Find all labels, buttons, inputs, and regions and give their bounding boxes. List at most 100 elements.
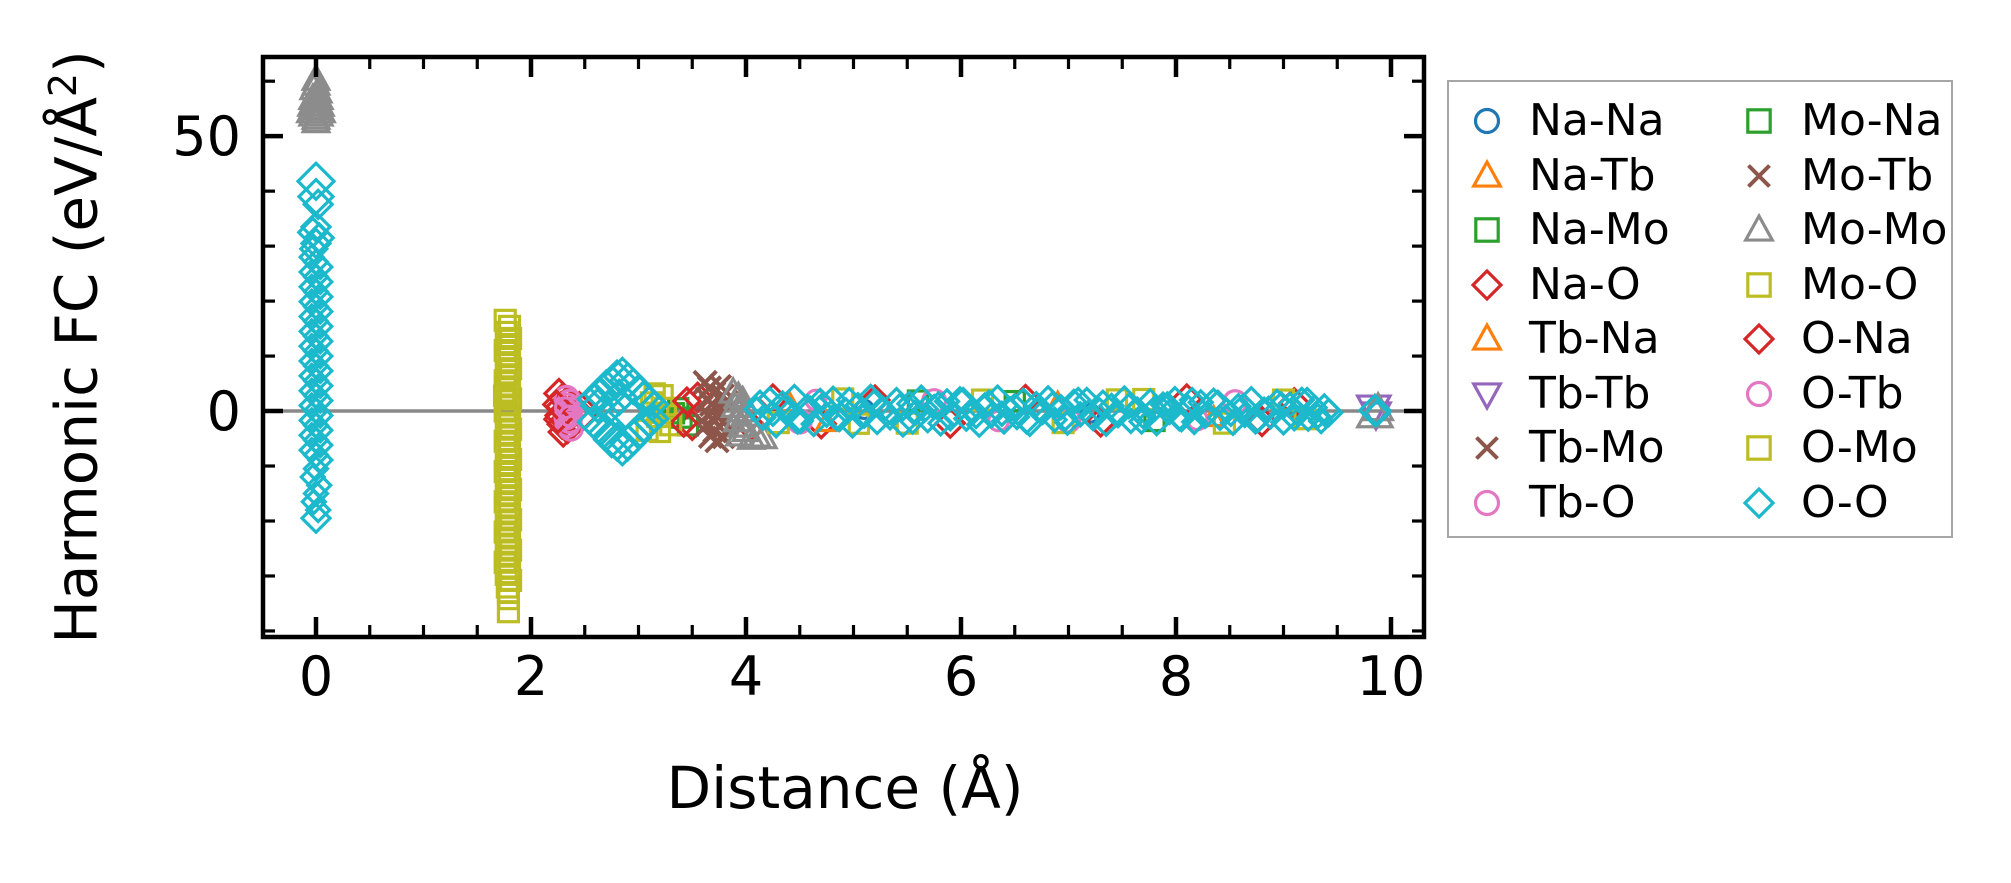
scatter-marker: [873, 400, 901, 428]
scatter-marker: [494, 532, 518, 556]
scatter-marker: [747, 421, 779, 450]
scatter-marker: [1180, 408, 1209, 436]
scatter-marker: [1229, 392, 1258, 420]
scatter-marker: [301, 188, 335, 221]
scatter-marker: [1038, 390, 1067, 419]
scatter-marker: [1064, 386, 1092, 414]
scatter-marker: [497, 345, 522, 369]
scatter-marker: [1000, 392, 1029, 420]
scatter-marker: [988, 400, 1016, 428]
y-axis-label: Harmonic FC (eV/Å2): [41, 50, 111, 644]
scatter-marker: [796, 395, 825, 423]
scatter-marker: [1293, 386, 1321, 414]
scatter-marker: [1746, 108, 1772, 134]
scatter-marker: [949, 386, 977, 414]
legend-item-label: Na-Tb: [1529, 149, 1656, 201]
scatter-marker: [1362, 398, 1392, 428]
scatter-marker: [809, 390, 838, 419]
scatter-marker: [602, 426, 643, 468]
scatter-marker: [1745, 380, 1773, 407]
scatter-marker: [639, 389, 670, 420]
legend-item: Mo-Na: [1739, 94, 1942, 148]
x-icon: [1747, 163, 1771, 188]
scatter-marker: [1127, 407, 1156, 436]
legend-item: O-Na: [1739, 312, 1913, 366]
triangle-up-icon: [1470, 321, 1504, 351]
scatter-marker: [1747, 163, 1771, 188]
scatter-marker: [493, 338, 517, 363]
scatter-marker: [493, 459, 517, 484]
scatter-marker: [493, 550, 517, 574]
scatter-marker: [1241, 407, 1270, 436]
scatter-marker: [648, 420, 672, 444]
scatter-marker: [497, 526, 522, 550]
x-tick-label: 2: [514, 645, 548, 708]
scatter-marker: [498, 357, 523, 381]
scatter-marker: [299, 210, 333, 244]
scatter-marker: [727, 384, 759, 413]
scatter-marker: [497, 587, 520, 611]
scatter-marker: [493, 308, 517, 332]
scatter-marker: [299, 227, 333, 260]
scatter-marker: [1178, 386, 1206, 414]
scatter-marker: [1102, 400, 1130, 428]
scatter-marker: [497, 314, 522, 338]
scatter-marker: [494, 381, 518, 405]
legend-item-label: Mo-Mo: [1801, 204, 1948, 255]
diamond-icon: [1742, 322, 1776, 356]
scatter-marker: [936, 404, 965, 432]
scatter-marker: [1357, 393, 1393, 428]
legend-item: Tb-Na: [1467, 312, 1660, 366]
scatter-marker: [494, 411, 518, 435]
scatter-marker: [1742, 212, 1776, 242]
diamond-icon: [1742, 486, 1776, 519]
scatter-marker: [1473, 489, 1501, 516]
legend-item: Mo-O: [1739, 258, 1918, 312]
diamond-icon: [1470, 268, 1504, 301]
scatter-marker: [632, 405, 666, 439]
scatter-marker: [495, 332, 519, 357]
scatter-marker: [542, 404, 574, 435]
x-tick-label: 8: [1159, 645, 1193, 708]
scatter-marker: [304, 496, 332, 524]
x-tick-label: 6: [944, 645, 978, 708]
x-axis-label: Distance (Å): [666, 754, 1024, 822]
scatter-marker: [1191, 402, 1219, 430]
square-icon: [1746, 435, 1772, 461]
scatter-marker: [1153, 390, 1182, 419]
scatter-marker: [898, 407, 927, 436]
legend-item-label: Na-O: [1529, 258, 1641, 310]
scatter-marker: [741, 419, 773, 448]
legend-item: Tb-Tb: [1467, 367, 1650, 421]
legend-item: Na-Mo: [1467, 203, 1670, 257]
triangle-down-icon: [1470, 381, 1504, 411]
scatter-marker: [835, 386, 863, 414]
scatter-marker: [498, 478, 523, 502]
scatter-marker: [907, 383, 935, 412]
legend-item-label: Mo-Tb: [1801, 149, 1934, 201]
scatter-marker: [493, 399, 517, 423]
scatter-marker: [856, 383, 885, 411]
scatter-marker: [1470, 268, 1504, 301]
scatter-marker: [494, 320, 518, 345]
legend-item-label: Tb-Mo: [1529, 422, 1665, 473]
scatter-marker: [759, 400, 787, 428]
scatter-marker: [1217, 400, 1245, 428]
legend-item-label: O-Tb: [1801, 367, 1904, 419]
scatter-marker: [299, 501, 333, 535]
scatter-marker: [494, 441, 518, 465]
scatter-marker: [541, 389, 573, 420]
square-icon: [1746, 108, 1772, 134]
scatter-marker: [599, 378, 639, 417]
scatter-marker: [1140, 395, 1169, 423]
legend-item: Na-Na: [1467, 94, 1665, 148]
scatter-marker: [498, 538, 523, 562]
scatter-marker: [1280, 404, 1309, 432]
square-icon: [1746, 271, 1772, 298]
scatter-marker: [498, 326, 523, 351]
legend-item-label: O-Na: [1801, 313, 1913, 364]
y-tick-label: 50: [172, 105, 241, 168]
scatter-marker: [1473, 107, 1501, 135]
legend-column-left: Na-Na Na-Tb Na-Mo Na-O Tb-Na Tb-Tb Tb-Mo Tb-O: [1467, 82, 1697, 536]
